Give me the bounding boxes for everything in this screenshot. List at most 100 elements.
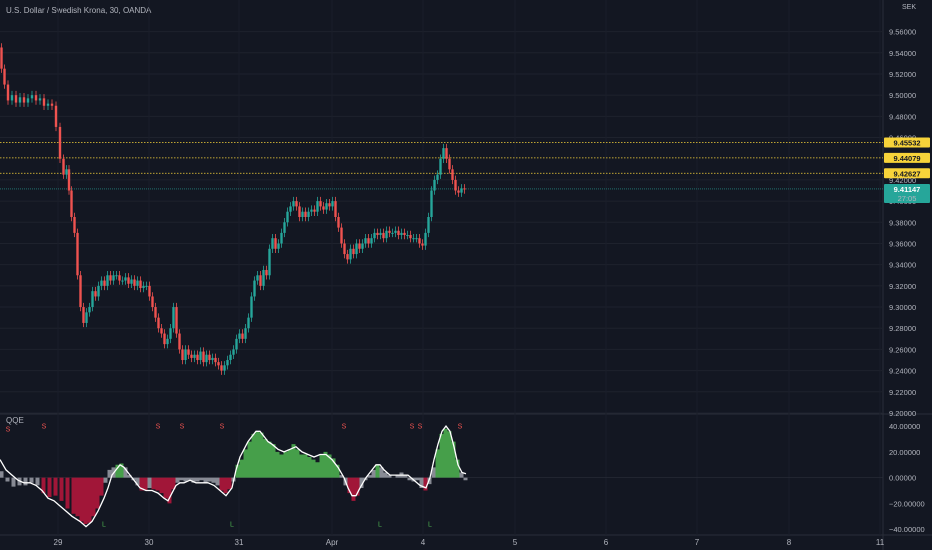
candle-body (62, 158, 65, 175)
candle-body (175, 307, 178, 334)
candle-body (355, 243, 358, 255)
candle-body (34, 95, 38, 101)
price-axis[interactable]: 9.560009.540009.520009.500009.480009.460… (889, 28, 916, 418)
candle-body (46, 103, 50, 106)
candle-body (214, 357, 217, 363)
candle-body (154, 307, 157, 318)
candle-body (106, 275, 109, 286)
candle-body (415, 238, 418, 240)
time-tick-label: 30 (145, 538, 154, 547)
short-signal-label: S (342, 424, 347, 431)
candle-body (82, 307, 85, 323)
long-signal-label: L (102, 522, 106, 529)
candle-body (358, 243, 361, 249)
candle-body (265, 269, 268, 276)
price-tick-label: 9.32000 (889, 282, 916, 291)
time-tick-label: 5 (513, 538, 518, 547)
candle-body (67, 169, 71, 191)
candle-body (151, 296, 154, 308)
candle-body (42, 98, 46, 106)
candle-body (295, 201, 298, 207)
time-tick-label: 8 (787, 538, 792, 547)
chart-title: U.S. Dollar / Swedish Krona, 30, OANDA (6, 6, 152, 15)
candle-body (250, 296, 253, 318)
price-tick-label: 9.30000 (889, 303, 916, 312)
qqe-axis[interactable]: 40.00000 20.00000 0.00000 −20.00000 −40.0000… (889, 422, 925, 534)
candle-body (193, 354, 196, 358)
level-price-text: 9.45532 (893, 138, 920, 147)
candle-body (412, 238, 415, 240)
qqe-tick-label: −20.00000 (889, 499, 925, 508)
level-price-text: 9.42627 (893, 169, 920, 178)
long-signal-label: L (378, 522, 382, 529)
candle-body (145, 285, 148, 287)
candle-body (397, 230, 400, 236)
candle-body (286, 211, 289, 223)
candle-body (79, 275, 82, 308)
level-price-tag (884, 168, 930, 179)
candle-body (109, 275, 112, 281)
candle-body (130, 279, 133, 284)
candle-body (14, 95, 18, 103)
price-tick-label: 9.42000 (889, 176, 916, 185)
candle-body (301, 211, 304, 217)
candle-body (187, 349, 190, 355)
candle-body (178, 333, 181, 350)
candle-body (226, 360, 229, 366)
short-signal-label: S (418, 424, 423, 431)
candle-body (115, 275, 118, 277)
candle-body (316, 201, 319, 212)
candle-body (289, 206, 292, 212)
time-tick-label: 6 (604, 538, 609, 547)
candle-body (262, 269, 265, 286)
candle-body (181, 349, 184, 361)
time-tick-label: 29 (54, 538, 63, 547)
candle-body (121, 280, 124, 282)
price-tick-label: 9.48000 (889, 112, 916, 121)
qqe-tick-label: 20.00000 (889, 448, 920, 457)
candle-body (304, 211, 307, 217)
price-tick-label: 9.22000 (889, 388, 916, 397)
candle-body (127, 277, 130, 284)
candle-body (22, 97, 26, 103)
candle-body (190, 354, 193, 358)
candle-body (220, 365, 223, 371)
qqe-tick-label: 0.00000 (889, 474, 916, 483)
time-tick-label: 31 (235, 538, 244, 547)
candle-body (208, 354, 211, 361)
candle-body (217, 362, 220, 366)
candle-body (337, 217, 340, 228)
candle-body (334, 201, 337, 217)
candle-body (205, 354, 208, 363)
candle-body (169, 328, 172, 339)
candle-body (253, 280, 256, 297)
candle-body (112, 275, 115, 281)
candle-body (238, 333, 241, 339)
candle-body (163, 333, 166, 345)
candle-body (427, 217, 430, 233)
candle-body (385, 230, 388, 239)
candle-body (391, 232, 394, 234)
current-price-text: 9.41147 (894, 185, 921, 194)
price-tick-label: 9.52000 (889, 70, 916, 79)
price-tick-label: 9.20000 (889, 409, 916, 418)
candle-body (325, 203, 328, 210)
time-tick-label: 4 (421, 538, 426, 547)
candle-body (373, 232, 376, 239)
candle-body (58, 126, 62, 159)
candle-body (3, 68, 6, 85)
candle-body (118, 275, 121, 281)
candle-body (418, 238, 421, 244)
candle-body (0, 47, 3, 69)
time-axis[interactable]: 29 30 31 Apr 4 5 6 7 8 11 (54, 538, 885, 547)
qqe-pane: S S S S S S S S SL L L L (0, 424, 883, 529)
candle-body (148, 285, 151, 297)
candle-body (292, 201, 295, 207)
candle-body (244, 328, 247, 339)
candle-body (313, 209, 316, 212)
time-tick-label: 7 (695, 538, 700, 547)
short-signal-label: S (6, 426, 11, 433)
candle-body (277, 243, 280, 249)
